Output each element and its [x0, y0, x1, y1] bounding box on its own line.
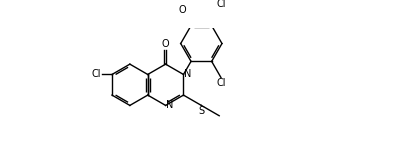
Text: O: O	[162, 39, 170, 49]
Text: N: N	[184, 69, 192, 79]
Text: Cl: Cl	[91, 69, 101, 79]
Text: Cl: Cl	[216, 0, 226, 9]
Text: Cl: Cl	[216, 78, 226, 88]
Text: S: S	[198, 106, 204, 116]
Text: O: O	[178, 5, 186, 15]
Text: N: N	[166, 100, 174, 110]
